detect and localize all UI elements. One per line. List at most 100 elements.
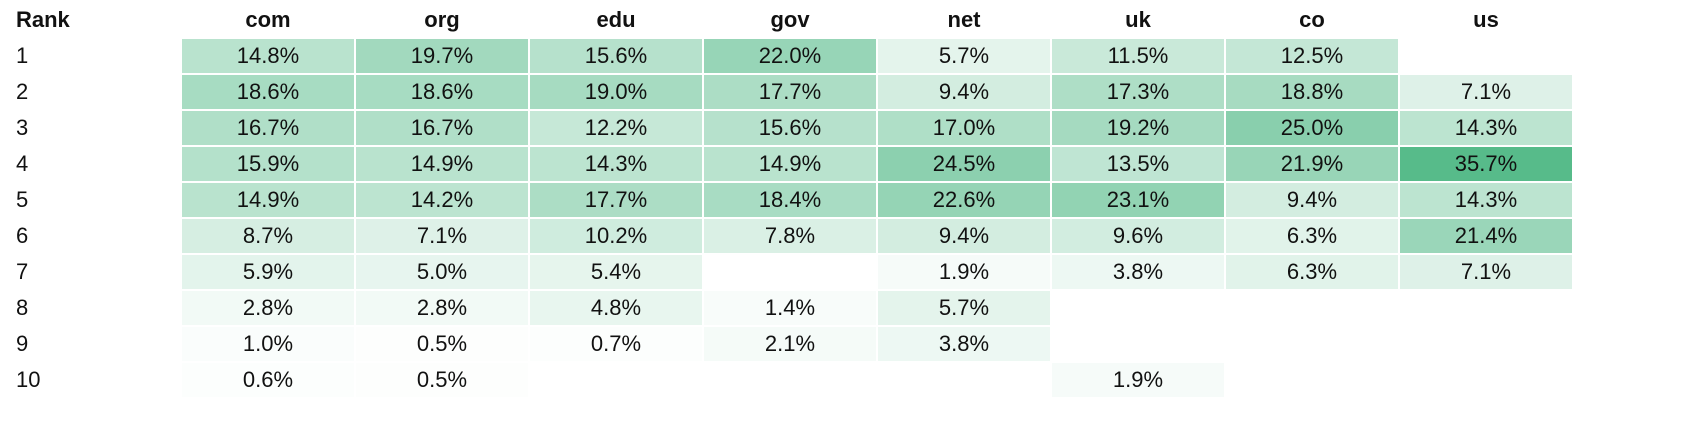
heatmap-cell-org: 2.8% — [356, 291, 528, 325]
table-row: 6 8.7% 7.1% 10.2% 7.8% 9.4% 9.6% 6.3% 21.4% — [12, 219, 1572, 253]
heatmap-cell-org: 14.9% — [356, 147, 528, 181]
heatmap-cell-uk: 3.8% — [1052, 255, 1224, 289]
heatmap-cell-org: 16.7% — [356, 111, 528, 145]
rank-header: Rank — [16, 7, 70, 32]
heatmap-cell-gov: 22.0% — [704, 39, 876, 73]
rank-label: 7 — [16, 259, 29, 284]
rank-label: 5 — [16, 187, 29, 212]
heatmap-cell-uk: 1.9% — [1052, 363, 1224, 397]
column-header-co: co — [1299, 7, 1325, 32]
column-header-gov: gov — [770, 7, 810, 32]
heatmap-cell-gov — [704, 255, 876, 289]
heatmap-cell-us — [1400, 291, 1572, 325]
heatmap-cell-co: 6.3% — [1226, 219, 1398, 253]
heatmap-cell-net: 3.8% — [878, 327, 1050, 361]
column-header-org: org — [424, 7, 460, 32]
heatmap-cell-edu: 14.3% — [530, 147, 702, 181]
rank-label: 4 — [16, 151, 29, 176]
heatmap-cell-gov: 15.6% — [704, 111, 876, 145]
table-row: 4 15.9% 14.9% 14.3% 14.9% 24.5% 13.5% 21.9% 35.7… — [12, 147, 1572, 181]
heatmap-cell-us: 7.1% — [1400, 75, 1572, 109]
heatmap-cell-edu: 19.0% — [530, 75, 702, 109]
heatmap-cell-com: 0.6% — [182, 363, 354, 397]
heatmap-cell-us: 14.3% — [1400, 111, 1572, 145]
table-row: 9 1.0% 0.5% 0.7% 2.1% 3.8% — [12, 327, 1572, 361]
heatmap-cell-uk: 17.3% — [1052, 75, 1224, 109]
heatmap-cell-co: 18.8% — [1226, 75, 1398, 109]
heatmap-cell-us: 7.1% — [1400, 255, 1572, 289]
heatmap-cell-gov: 7.8% — [704, 219, 876, 253]
heatmap-cell-org: 18.6% — [356, 75, 528, 109]
heatmap-cell-net: 1.9% — [878, 255, 1050, 289]
heatmap-cell-co — [1226, 327, 1398, 361]
heatmap-cell-us — [1400, 39, 1572, 73]
heatmap-cell-uk: 11.5% — [1052, 39, 1224, 73]
heatmap-cell-com: 15.9% — [182, 147, 354, 181]
heatmap-cell-us — [1400, 363, 1572, 397]
heatmap-cell-com: 2.8% — [182, 291, 354, 325]
heatmap-cell-net: 9.4% — [878, 75, 1050, 109]
heatmap-cell-uk — [1052, 327, 1224, 361]
heatmap-cell-co: 25.0% — [1226, 111, 1398, 145]
table-row: 1 14.8% 19.7% 15.6% 22.0% 5.7% 11.5% 12.5% — [12, 39, 1572, 73]
rank-label: 8 — [16, 295, 29, 320]
heatmap-cell-edu — [530, 363, 702, 397]
heatmap-cell-net: 5.7% — [878, 291, 1050, 325]
heatmap-cell-gov: 18.4% — [704, 183, 876, 217]
heatmap-cell-com: 16.7% — [182, 111, 354, 145]
heatmap-cell-edu: 4.8% — [530, 291, 702, 325]
heatmap-table: Rank com org edu gov net uk co us 1 14.8% 19.7% 15… — [10, 1, 1574, 399]
heatmap-cell-gov — [704, 363, 876, 397]
heatmap-cell-org: 0.5% — [356, 327, 528, 361]
heatmap-cell-edu: 12.2% — [530, 111, 702, 145]
heatmap-cell-co: 12.5% — [1226, 39, 1398, 73]
heatmap-cell-uk: 13.5% — [1052, 147, 1224, 181]
header-row: Rank com org edu gov net uk co us — [12, 3, 1572, 37]
heatmap-cell-uk — [1052, 291, 1224, 325]
column-header-uk: uk — [1125, 7, 1151, 32]
heatmap-cell-com: 8.7% — [182, 219, 354, 253]
heatmap-cell-co — [1226, 363, 1398, 397]
rank-label: 1 — [16, 43, 29, 68]
column-header-com: com — [245, 7, 291, 32]
heatmap-cell-edu: 10.2% — [530, 219, 702, 253]
heatmap-cell-co: 9.4% — [1226, 183, 1398, 217]
table-row: 2 18.6% 18.6% 19.0% 17.7% 9.4% 17.3% 18.8% 7.1% — [12, 75, 1572, 109]
heatmap-cell-us: 14.3% — [1400, 183, 1572, 217]
heatmap-cell-org: 5.0% — [356, 255, 528, 289]
column-header-us: us — [1473, 7, 1499, 32]
heatmap-cell-org: 0.5% — [356, 363, 528, 397]
heatmap-cell-co: 6.3% — [1226, 255, 1398, 289]
heatmap-cell-gov: 17.7% — [704, 75, 876, 109]
heatmap-cell-uk: 23.1% — [1052, 183, 1224, 217]
heatmap-cell-org: 19.7% — [356, 39, 528, 73]
rank-label: 2 — [16, 79, 29, 104]
table-body: 1 14.8% 19.7% 15.6% 22.0% 5.7% 11.5% 12.5% 2 18.6… — [12, 39, 1572, 397]
heatmap-cell-us: 35.7% — [1400, 147, 1572, 181]
rank-label: 6 — [16, 223, 29, 248]
heatmap-cell-com: 14.8% — [182, 39, 354, 73]
heatmap-cell-net: 17.0% — [878, 111, 1050, 145]
table-row: 3 16.7% 16.7% 12.2% 15.6% 17.0% 19.2% 25.0% 14.3… — [12, 111, 1572, 145]
table-row: 8 2.8% 2.8% 4.8% 1.4% 5.7% — [12, 291, 1572, 325]
heatmap-cell-org: 7.1% — [356, 219, 528, 253]
rank-label: 9 — [16, 331, 29, 356]
heatmap-cell-us — [1400, 327, 1572, 361]
table-row: 5 14.9% 14.2% 17.7% 18.4% 22.6% 23.1% 9.4% 14.3% — [12, 183, 1572, 217]
heatmap-cell-net — [878, 363, 1050, 397]
column-header-net: net — [947, 7, 981, 32]
heatmap-cell-us: 21.4% — [1400, 219, 1572, 253]
heatmap-cell-org: 14.2% — [356, 183, 528, 217]
heatmap-cell-co: 21.9% — [1226, 147, 1398, 181]
heatmap-cell-gov: 14.9% — [704, 147, 876, 181]
heatmap-cell-uk: 9.6% — [1052, 219, 1224, 253]
heatmap-cell-com: 14.9% — [182, 183, 354, 217]
heatmap-cell-net: 9.4% — [878, 219, 1050, 253]
heatmap-cell-net: 5.7% — [878, 39, 1050, 73]
heatmap-cell-edu: 5.4% — [530, 255, 702, 289]
heatmap-cell-co — [1226, 291, 1398, 325]
table-row: 10 0.6% 0.5% 1.9% — [12, 363, 1572, 397]
heatmap-cell-com: 5.9% — [182, 255, 354, 289]
heatmap-cell-gov: 1.4% — [704, 291, 876, 325]
heatmap-cell-net: 22.6% — [878, 183, 1050, 217]
